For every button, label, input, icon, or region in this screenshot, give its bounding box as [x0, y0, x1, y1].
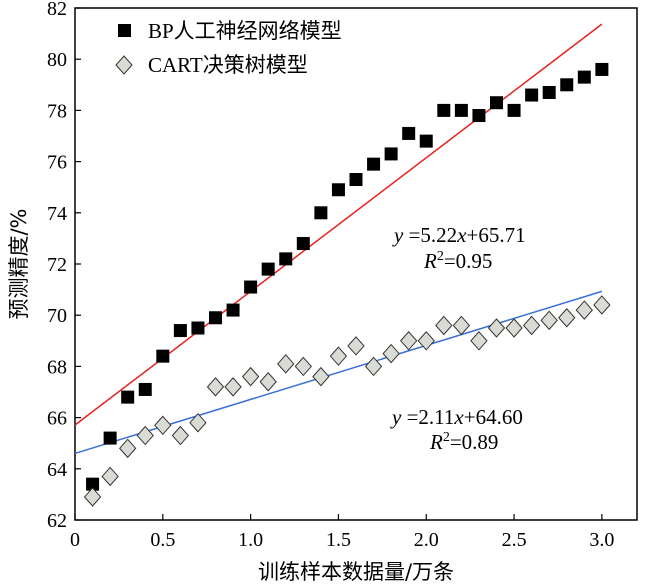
fit-line-cart — [74, 290, 603, 455]
data-point-bp — [472, 109, 486, 123]
data-point-cart — [400, 331, 418, 351]
y-tick-label: 70 — [47, 305, 67, 327]
legend-label-bp: BP人工神经网络模型 — [148, 19, 342, 43]
y-tick-label: 74 — [47, 203, 67, 225]
data-point-cart — [470, 331, 488, 351]
data-point-cart — [101, 466, 119, 487]
y-tick-label: 80 — [47, 49, 67, 71]
data-point-bp — [419, 134, 433, 148]
x-tick-label: 0.5 — [150, 529, 175, 551]
plot-frame — [74, 7, 638, 521]
data-point-cart — [522, 315, 541, 336]
y-tick-label: 66 — [47, 408, 67, 430]
y-tick-label: 62 — [47, 510, 67, 532]
fit-equation-bp-formula: y =5.22x+65.71 — [392, 223, 526, 247]
data-point-bp — [86, 477, 100, 491]
legend-label-cart: CART决策树模型 — [148, 53, 308, 77]
y-tick-label: 76 — [47, 152, 67, 174]
data-point-bp — [349, 173, 363, 187]
legend: BP人工神经网络模型 CART决策树模型 — [115, 19, 342, 77]
data-point-cart — [189, 412, 207, 433]
data-point-bp — [138, 382, 152, 396]
data-point-cart — [558, 308, 576, 328]
data-point-cart — [540, 310, 558, 331]
data-point-cart — [259, 372, 277, 392]
data-point-cart — [241, 366, 260, 387]
fit-equation-bp-r2: R2=0.95 — [423, 249, 492, 273]
data-point-cart — [487, 318, 506, 338]
data-point-cart — [575, 300, 593, 320]
data-point-cart — [83, 487, 102, 507]
data-point-cart — [312, 366, 330, 387]
data-point-cart — [119, 438, 137, 459]
x-tick-label: 1.5 — [326, 529, 351, 551]
data-point-bp — [156, 349, 170, 363]
legend-marker-bp — [118, 24, 131, 37]
data-point-bp — [367, 157, 381, 171]
y-tick-label: 82 — [47, 0, 67, 20]
fit-equation-cart: y =2.11x+64.60 R2=0.89 — [390, 405, 523, 454]
data-point-bp — [261, 262, 275, 276]
data-point-cart — [364, 356, 383, 377]
data-point-cart — [329, 346, 348, 366]
data-point-bp — [507, 103, 521, 117]
data-point-bp — [191, 321, 205, 335]
x-tick-label: 2.0 — [414, 529, 439, 551]
data-point-bp — [279, 252, 293, 266]
data-point-cart — [277, 354, 295, 374]
data-point-cart — [347, 336, 365, 356]
data-point-cart — [452, 315, 471, 336]
data-point-bp — [384, 147, 398, 161]
data-point-cart — [171, 425, 190, 446]
data-point-cart — [224, 377, 242, 397]
data-point-bp — [331, 183, 345, 197]
data-point-bp — [226, 303, 240, 317]
data-point-bp — [525, 88, 539, 102]
data-point-cart — [505, 318, 523, 338]
data-point-cart — [136, 425, 154, 446]
data-point-bp — [542, 85, 556, 99]
data-point-bp — [121, 390, 135, 404]
data-point-bp — [296, 237, 310, 251]
data-point-bp — [173, 324, 187, 338]
fit-equation-bp: y =5.22x+65.71 R2=0.95 — [392, 223, 526, 273]
data-points — [83, 62, 611, 507]
data-point-bp — [454, 103, 468, 117]
data-point-bp — [595, 62, 609, 76]
y-axis-title: 预测精度/% — [7, 208, 31, 319]
y-tick-label: 64 — [47, 459, 67, 481]
y-tick-label: 68 — [47, 356, 67, 378]
axis-ticks: 0 0.5 1.0 1.5 2.0 2.5 3.0 62 64 66 68 70 72 74 76 78 80 8… — [47, 0, 614, 551]
data-point-cart — [435, 315, 453, 336]
data-point-bp — [437, 103, 451, 117]
data-point-bp — [209, 311, 222, 325]
data-point-cart — [206, 377, 225, 397]
legend-marker-cart — [115, 55, 133, 75]
fit-equation-cart-formula: y =2.11x+64.60 — [390, 405, 523, 429]
x-tick-label: 0 — [70, 529, 80, 551]
data-point-bp — [244, 280, 258, 294]
x-tick-label: 1.0 — [238, 529, 263, 551]
x-tick-label: 2.5 — [502, 529, 527, 551]
data-point-bp — [314, 206, 328, 220]
y-tick-label: 78 — [47, 100, 67, 122]
data-point-bp — [560, 78, 574, 92]
data-point-bp — [103, 431, 117, 445]
data-point-cart — [382, 343, 400, 364]
data-point-cart — [417, 331, 435, 351]
data-point-bp — [577, 70, 591, 84]
fit-equation-cart-r2: R2=0.89 — [429, 430, 498, 454]
data-point-cart — [593, 295, 611, 315]
data-point-cart — [294, 356, 312, 377]
data-point-bp — [490, 96, 503, 110]
data-point-cart — [154, 415, 172, 436]
data-point-bp — [402, 126, 416, 140]
y-tick-label: 72 — [47, 254, 67, 276]
x-axis-title: 训练样本数据量/万条 — [258, 560, 454, 584]
x-tick-label: 3.0 — [589, 529, 614, 551]
